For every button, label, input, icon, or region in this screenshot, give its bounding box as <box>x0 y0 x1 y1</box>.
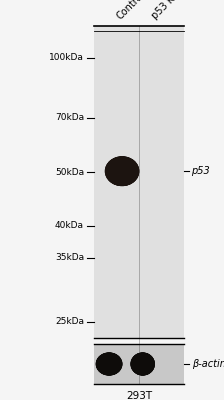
Ellipse shape <box>132 353 153 375</box>
Bar <box>94 26 139 338</box>
Ellipse shape <box>131 353 154 375</box>
Ellipse shape <box>131 353 154 375</box>
Ellipse shape <box>96 353 122 375</box>
Text: 50kDa: 50kDa <box>55 168 84 176</box>
Text: p53: p53 <box>192 166 210 176</box>
Ellipse shape <box>106 157 138 186</box>
Ellipse shape <box>108 158 136 184</box>
Ellipse shape <box>96 353 122 375</box>
Ellipse shape <box>106 157 138 186</box>
Ellipse shape <box>132 353 153 375</box>
Ellipse shape <box>97 353 122 375</box>
Ellipse shape <box>108 158 137 185</box>
Ellipse shape <box>106 157 138 186</box>
Ellipse shape <box>99 354 120 374</box>
Ellipse shape <box>97 353 121 375</box>
Text: 70kDa: 70kDa <box>55 114 84 122</box>
Ellipse shape <box>99 354 120 374</box>
Ellipse shape <box>96 352 122 376</box>
Ellipse shape <box>131 352 155 376</box>
Text: 25kDa: 25kDa <box>55 318 84 326</box>
Ellipse shape <box>108 158 137 185</box>
Ellipse shape <box>131 353 154 375</box>
Ellipse shape <box>98 354 120 374</box>
Ellipse shape <box>131 353 154 375</box>
Ellipse shape <box>98 354 120 374</box>
Ellipse shape <box>97 353 121 375</box>
Ellipse shape <box>96 352 123 376</box>
Text: 40kDa: 40kDa <box>55 222 84 230</box>
Text: 293T: 293T <box>126 391 152 400</box>
Ellipse shape <box>130 352 155 376</box>
Ellipse shape <box>132 353 154 375</box>
Ellipse shape <box>97 353 121 375</box>
Ellipse shape <box>98 354 120 374</box>
Ellipse shape <box>133 354 153 374</box>
Ellipse shape <box>98 354 120 374</box>
Ellipse shape <box>108 158 136 184</box>
Ellipse shape <box>98 354 121 374</box>
Bar <box>94 344 184 384</box>
Ellipse shape <box>96 353 122 375</box>
Ellipse shape <box>106 156 139 186</box>
Text: Control: Control <box>115 0 147 21</box>
Ellipse shape <box>107 158 137 185</box>
Ellipse shape <box>131 353 155 375</box>
Ellipse shape <box>131 352 155 376</box>
Ellipse shape <box>105 156 139 186</box>
Ellipse shape <box>107 157 138 185</box>
Text: p53 KO: p53 KO <box>150 0 182 21</box>
Text: β-actin: β-actin <box>192 359 224 369</box>
Ellipse shape <box>132 354 153 374</box>
Text: 100kDa: 100kDa <box>49 54 84 62</box>
Ellipse shape <box>133 354 153 374</box>
Ellipse shape <box>105 156 139 186</box>
Ellipse shape <box>131 353 155 375</box>
Ellipse shape <box>97 353 121 375</box>
Ellipse shape <box>105 156 139 186</box>
Ellipse shape <box>132 353 154 375</box>
Ellipse shape <box>133 354 152 374</box>
Ellipse shape <box>107 157 138 185</box>
Ellipse shape <box>131 353 154 375</box>
Ellipse shape <box>133 354 152 374</box>
Ellipse shape <box>107 158 137 185</box>
Ellipse shape <box>132 354 153 374</box>
Ellipse shape <box>108 158 136 184</box>
Ellipse shape <box>106 157 138 185</box>
Ellipse shape <box>105 156 139 186</box>
Ellipse shape <box>99 354 119 374</box>
Ellipse shape <box>107 157 137 185</box>
Ellipse shape <box>132 354 153 374</box>
Ellipse shape <box>133 354 153 374</box>
Text: 35kDa: 35kDa <box>55 254 84 262</box>
Ellipse shape <box>96 352 122 376</box>
Ellipse shape <box>133 354 152 374</box>
Ellipse shape <box>97 353 121 375</box>
Ellipse shape <box>108 158 136 185</box>
Ellipse shape <box>97 353 121 375</box>
Ellipse shape <box>97 353 122 375</box>
Bar <box>139 26 184 338</box>
Bar <box>94 26 184 338</box>
Ellipse shape <box>98 354 121 374</box>
Ellipse shape <box>133 354 153 374</box>
Ellipse shape <box>109 158 136 184</box>
Ellipse shape <box>108 158 136 184</box>
Ellipse shape <box>106 157 138 186</box>
Ellipse shape <box>99 354 119 374</box>
